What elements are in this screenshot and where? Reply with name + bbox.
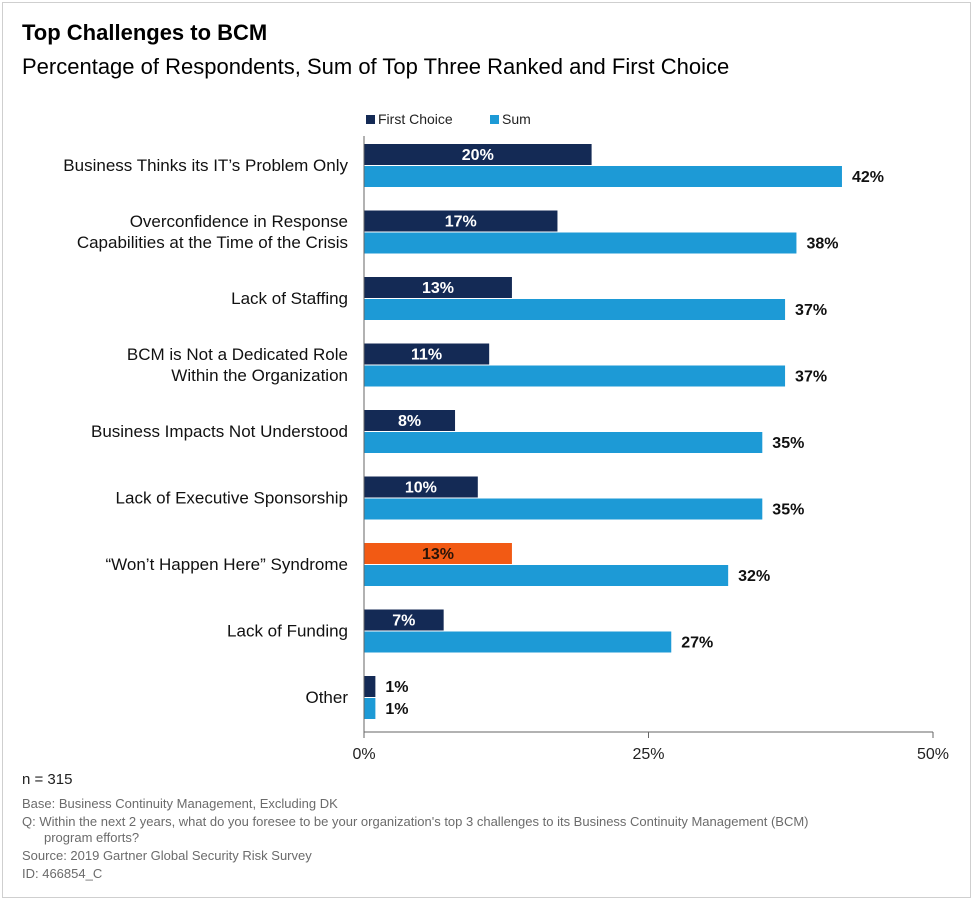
footnote-source: Source: 2019 Gartner Global Security Ris… xyxy=(22,848,312,863)
sample-size: n = 315 xyxy=(22,771,73,788)
data-label-first-choice: 20% xyxy=(462,147,494,164)
bar-first-choice xyxy=(364,609,444,631)
data-label-sum: 35% xyxy=(772,435,804,452)
bar-sum xyxy=(364,299,786,320)
x-tick-label: 25% xyxy=(632,746,664,763)
category-label: Lack of Executive Sponsorship xyxy=(116,489,348,508)
bar-first-choice xyxy=(364,410,456,431)
footnote-id: ID: 466854_C xyxy=(22,866,103,881)
bar-first-choice xyxy=(364,676,376,697)
category-label: Lack of Staffing xyxy=(231,289,348,308)
chart-subtitle: Percentage of Respondents, Sum of Top Th… xyxy=(22,54,730,79)
data-label-sum: 38% xyxy=(806,236,838,253)
data-label-sum: 32% xyxy=(738,568,770,585)
bar-first-choice xyxy=(364,543,512,564)
data-label-first-choice: 8% xyxy=(398,413,421,430)
category-label: Overconfidence in Response xyxy=(130,212,348,231)
data-label-sum: 37% xyxy=(795,369,827,386)
legend-swatch-sum xyxy=(490,115,499,124)
data-label-sum: 37% xyxy=(795,302,827,319)
category-label: BCM is Not a Dedicated Role xyxy=(127,345,348,364)
bar-first-choice xyxy=(364,277,512,298)
chart-title: Top Challenges to BCM xyxy=(22,20,268,45)
data-label-sum: 1% xyxy=(385,701,408,718)
bar-sum xyxy=(364,498,763,520)
footnote-question: Q: Within the next 2 years, what do you … xyxy=(22,814,809,829)
x-tick-label: 50% xyxy=(917,746,949,763)
data-label-sum: 35% xyxy=(772,502,804,519)
bar-first-choice xyxy=(364,343,490,365)
footnote-base: Base: Business Continuity Management, Ex… xyxy=(22,796,338,811)
bar-chart: First Choice Sum Business Thinks its IT’s … xyxy=(63,111,949,763)
category-label: Capabilities at the Time of the Crisis xyxy=(77,233,348,252)
category-label: “Won’t Happen Here” Syndrome xyxy=(105,555,348,574)
x-tick-label: 0% xyxy=(352,746,375,763)
data-label-first-choice: 11% xyxy=(411,347,442,364)
bar-sum xyxy=(364,631,672,653)
footnote-question-cont: program efforts? xyxy=(44,830,140,845)
bar-sum xyxy=(364,166,842,187)
category-label: Business Thinks its IT’s Problem Only xyxy=(63,156,348,175)
bar-sum xyxy=(364,565,729,586)
data-label-sum: 27% xyxy=(681,635,713,652)
data-label-first-choice: 10% xyxy=(405,480,437,497)
bar-sum xyxy=(364,432,763,453)
category-label: Lack of Funding xyxy=(227,622,348,641)
bar-first-choice xyxy=(364,210,558,232)
data-label-first-choice: 13% xyxy=(422,280,454,297)
data-label-first-choice: 7% xyxy=(392,613,415,630)
bar-sum xyxy=(364,232,797,254)
legend-label-first-choice: First Choice xyxy=(378,111,453,127)
category-label: Within the Organization xyxy=(171,366,348,385)
category-label: Other xyxy=(305,688,348,707)
legend-swatch-first-choice xyxy=(366,115,375,124)
data-label-first-choice: 13% xyxy=(422,546,454,563)
data-label-sum: 42% xyxy=(852,169,884,186)
bar-first-choice xyxy=(364,476,478,498)
bar-first-choice xyxy=(364,144,592,165)
data-label-first-choice: 17% xyxy=(445,214,477,231)
bar-sum xyxy=(364,365,786,387)
data-label-first-choice: 1% xyxy=(385,679,408,696)
category-label: Business Impacts Not Understood xyxy=(91,422,348,441)
bar-sum xyxy=(364,698,376,719)
legend-label-sum: Sum xyxy=(502,111,531,127)
